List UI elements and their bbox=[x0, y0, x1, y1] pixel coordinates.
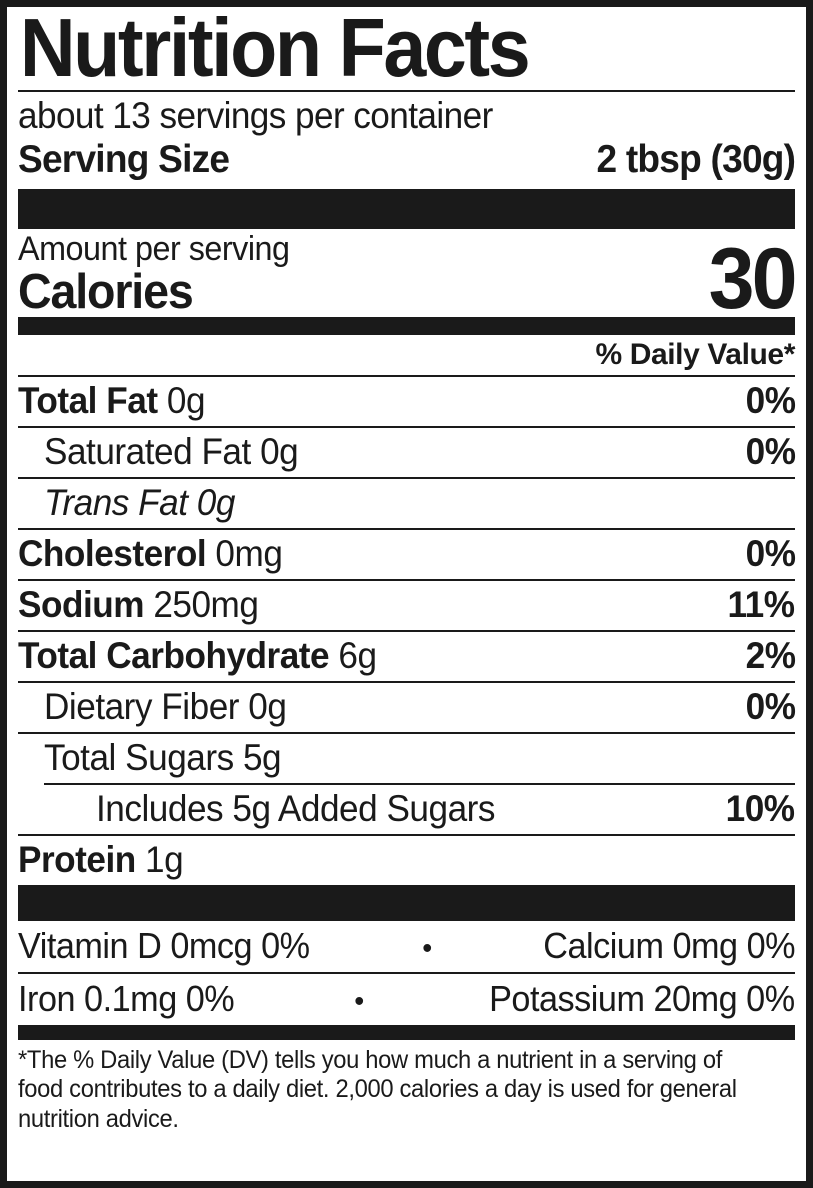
footnote-top-bar bbox=[18, 1024, 795, 1040]
micronutrient-row: Iron 0.1mg 0% • Potassium 20mg 0% bbox=[18, 971, 795, 1025]
nutrient-row: Total Fat 0g 0% bbox=[18, 374, 795, 426]
nutrient-name-rest: 0g bbox=[157, 379, 206, 421]
label-inner: Nutrition Facts about 13 servings per co… bbox=[7, 7, 806, 1181]
nutrient-row: Protein 1g bbox=[18, 833, 795, 885]
nutrient-daily-value: 10% bbox=[726, 787, 795, 829]
daily-value-header: % Daily Value* bbox=[595, 337, 795, 371]
nutrient-name-rest: 1g bbox=[135, 838, 184, 880]
micronutrient-row: Vitamin D 0mcg 0% • Calcium 0mg 0% bbox=[18, 921, 795, 972]
nutrient-row: Trans Fat 0g bbox=[18, 476, 795, 528]
nutrient-name: Includes 5g Added Sugars bbox=[96, 788, 495, 830]
nutrient-name: Protein 1g bbox=[18, 838, 184, 881]
nutrient-row: Includes 5g Added Sugars 10% bbox=[44, 782, 795, 834]
micronutrient-right: Calcium 0mg 0% bbox=[543, 924, 795, 966]
nutrient-name-rest: Includes 5g Added Sugars bbox=[96, 787, 495, 829]
amount-per-serving-label: Amount per serving bbox=[18, 229, 290, 268]
calories-top-bar bbox=[18, 188, 795, 229]
nutrient-row: Total Carbohydrate 6g 2% bbox=[18, 629, 795, 681]
nutrient-daily-value: 0% bbox=[745, 532, 795, 574]
nutrient-name: Total Fat 0g bbox=[18, 380, 205, 422]
nutrient-daily-value: 2% bbox=[745, 634, 795, 676]
nutrient-name-rest: Trans Fat 0g bbox=[44, 481, 235, 523]
micronutrient-list: Vitamin D 0mcg 0% • Calcium 0mg 0% Iron 0.1… bbox=[18, 921, 795, 1025]
nutrient-daily-value: 0% bbox=[745, 379, 795, 421]
nutrient-name-rest: Total Sugars 5g bbox=[44, 736, 282, 778]
nutrient-name-bold: Protein bbox=[18, 838, 136, 880]
nutrient-name: Total Carbohydrate 6g bbox=[18, 635, 377, 677]
nutrient-name: Total Sugars 5g bbox=[44, 736, 282, 779]
nutrient-daily-value: 0% bbox=[745, 685, 795, 727]
nutrient-daily-value: 0% bbox=[745, 430, 795, 472]
nutrient-row: Sodium 250mg 11% bbox=[18, 578, 795, 630]
bottom-spacer bbox=[18, 1134, 795, 1181]
serving-size-label: Serving Size bbox=[18, 137, 230, 181]
nutrient-list: Total Fat 0g 0% Saturated Fat 0g 0% Trans Fa… bbox=[18, 374, 795, 885]
calories-left: Amount per serving Calories bbox=[18, 232, 304, 317]
serving-size-value: 2 tbsp (30g) bbox=[596, 137, 796, 181]
nutrient-name-rest: Dietary Fiber 0g bbox=[44, 685, 287, 727]
nutrient-name: Cholesterol 0mg bbox=[18, 532, 283, 575]
nutrient-row: Total Sugars 5g bbox=[18, 731, 795, 783]
nutrient-name-bold: Cholesterol bbox=[18, 532, 207, 574]
micronutrients-top-bar bbox=[18, 884, 795, 921]
page-title: Nutrition Facts bbox=[19, 1, 531, 94]
micronutrient-left: Vitamin D 0mcg 0% bbox=[18, 924, 310, 966]
nutrient-name-rest: 250mg bbox=[144, 583, 259, 625]
calories-label: Calories bbox=[18, 264, 194, 319]
micronutrient-right: Potassium 20mg 0% bbox=[489, 977, 795, 1019]
serving-size-row: Serving Size 2 tbsp (30g) bbox=[18, 136, 796, 182]
nutrient-name-rest: Saturated Fat 0g bbox=[44, 430, 299, 472]
title-divider bbox=[18, 89, 795, 92]
nutrient-name: Dietary Fiber 0g bbox=[44, 685, 287, 728]
servings-per-container: about 13 servings per container bbox=[18, 94, 493, 136]
nutrient-name: Sodium 250mg bbox=[18, 583, 259, 626]
nutrient-name-rest: 0mg bbox=[206, 532, 283, 574]
nutrient-row: Cholesterol 0mg 0% bbox=[18, 527, 795, 579]
bullet-separator-icon: • bbox=[422, 931, 433, 965]
nutrient-name-bold: Total Carbohydrate bbox=[18, 634, 330, 676]
nutrient-name-rest: 6g bbox=[329, 634, 377, 676]
calories-block: Amount per serving Calories 30 bbox=[18, 229, 798, 327]
bullet-separator-icon: • bbox=[354, 984, 365, 1018]
calories-bottom-bar bbox=[18, 316, 795, 335]
nutrient-name: Saturated Fat 0g bbox=[44, 430, 299, 473]
nutrient-row: Saturated Fat 0g 0% bbox=[18, 425, 795, 477]
nutrient-row: Dietary Fiber 0g 0% bbox=[18, 680, 795, 732]
nutrient-daily-value: 11% bbox=[728, 583, 795, 625]
nutrient-name: Trans Fat 0g bbox=[44, 482, 235, 524]
calories-value: 30 bbox=[708, 230, 798, 327]
micronutrient-left: Iron 0.1mg 0% bbox=[18, 977, 235, 1019]
daily-value-footnote: *The % Daily Value (DV) tells you how mu… bbox=[18, 1045, 737, 1133]
nutrient-name-bold: Sodium bbox=[18, 583, 145, 625]
nutrient-name-bold: Total Fat bbox=[18, 379, 158, 421]
